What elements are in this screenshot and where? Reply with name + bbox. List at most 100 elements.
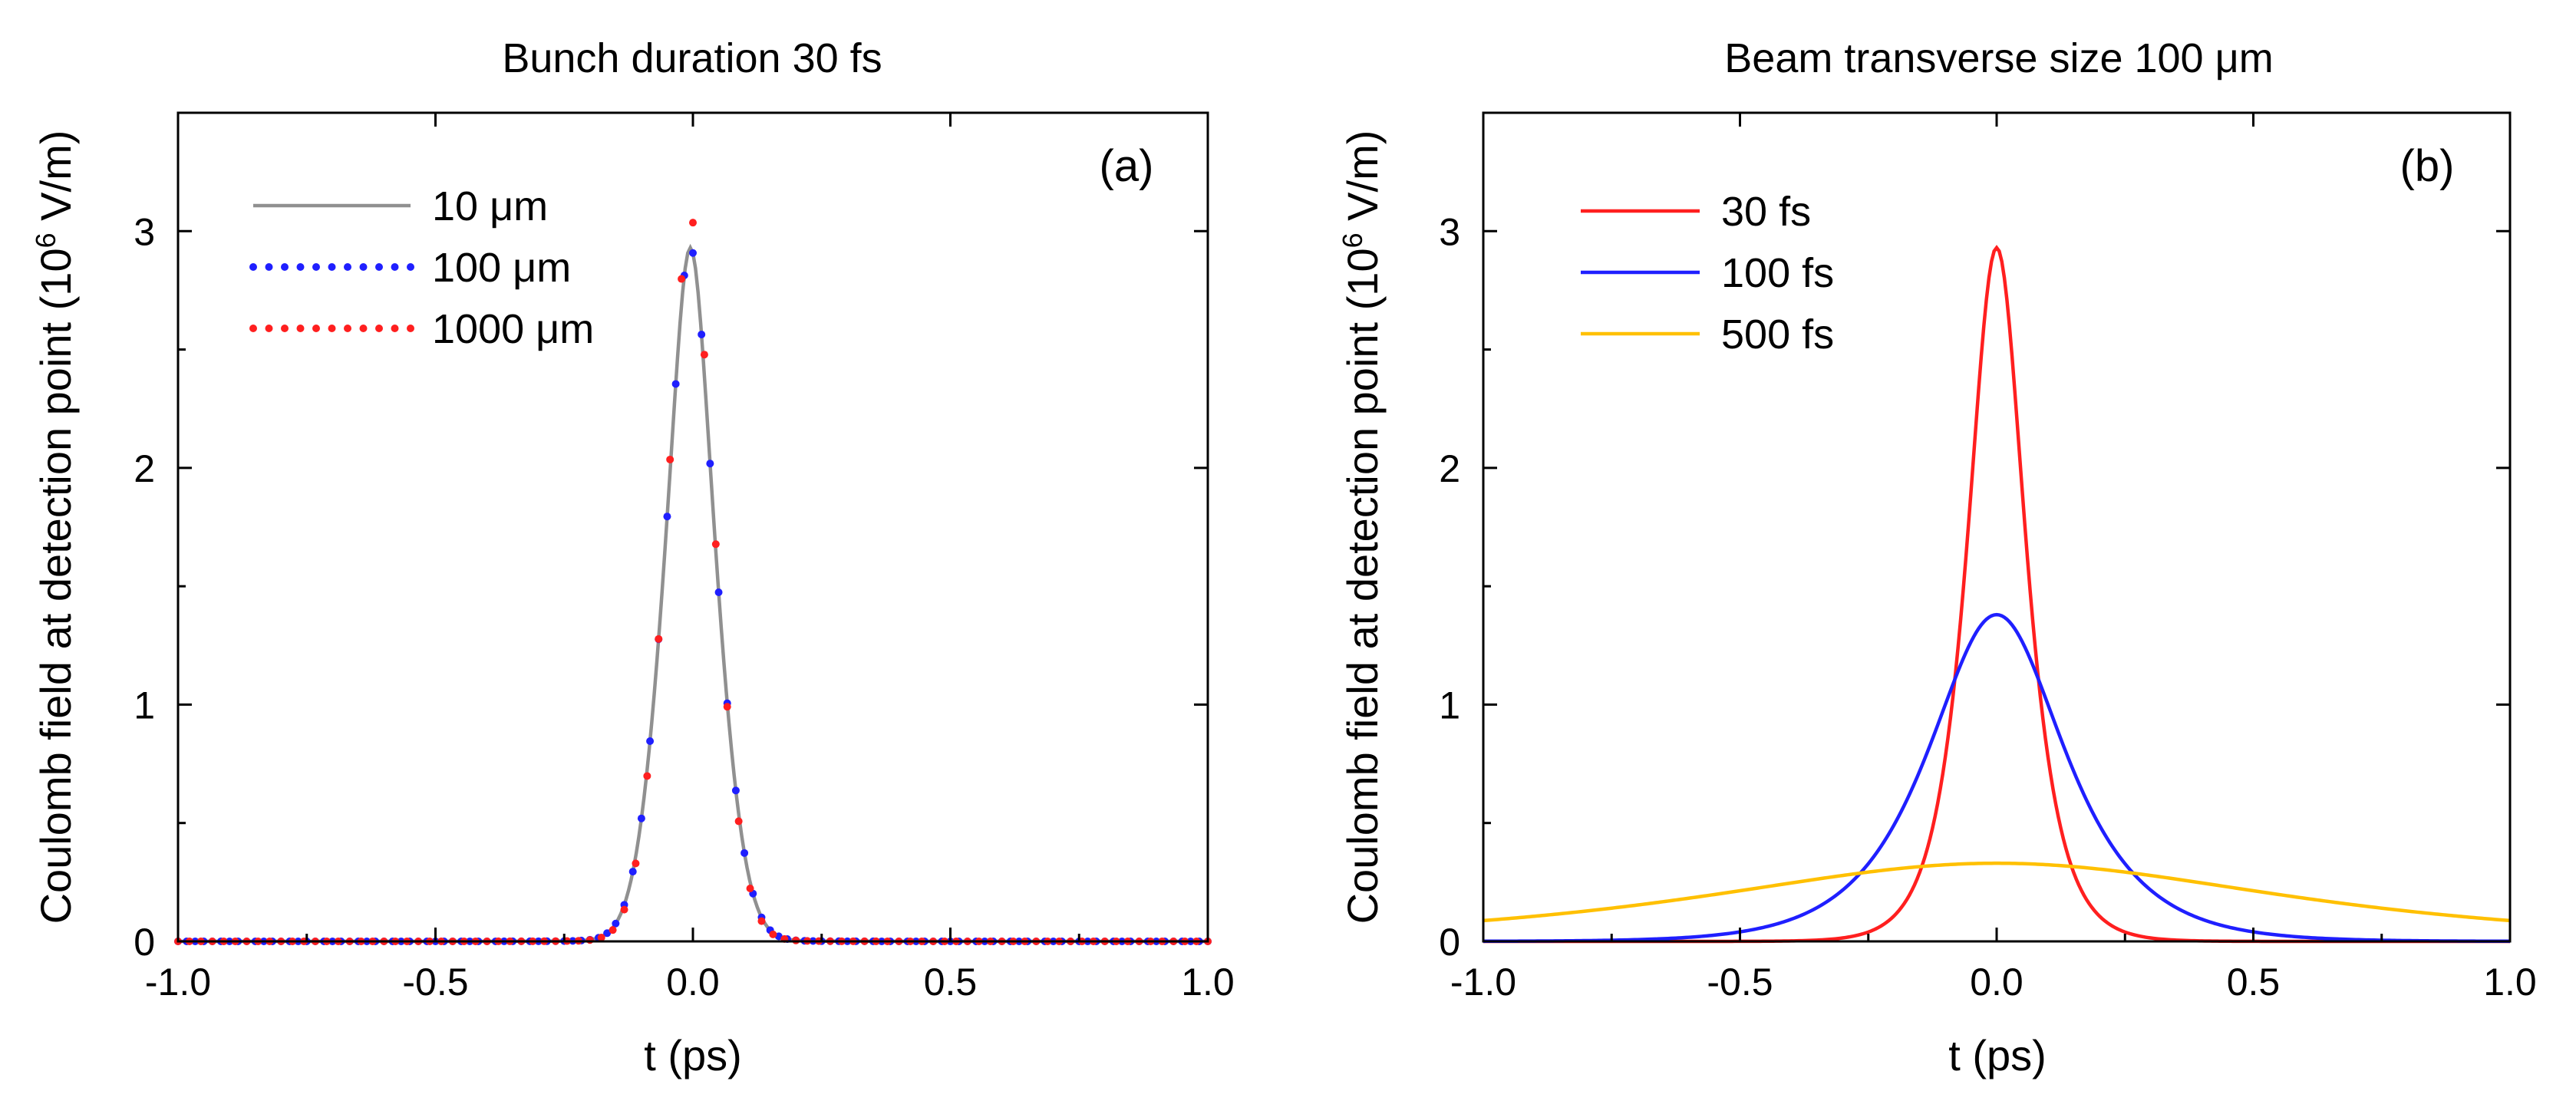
series-point <box>632 859 640 868</box>
series-point <box>746 884 754 892</box>
y-tick-label: 0 <box>134 921 155 964</box>
series-point <box>585 936 594 944</box>
panel-a-xlabel: t (ps) <box>644 1031 742 1079</box>
y-tick-label: 2 <box>134 447 155 490</box>
series-point <box>740 849 749 857</box>
series-point <box>706 460 714 468</box>
series-point <box>734 817 743 826</box>
legend-swatch-dot <box>265 325 273 332</box>
x-tick-label: 0.0 <box>666 961 720 1004</box>
series-point <box>723 703 731 711</box>
series-point <box>603 929 612 938</box>
y-tick-label: 1 <box>1439 684 1460 727</box>
legend-swatch-dot <box>359 325 368 332</box>
panel-b-ylabel-sup: 6 <box>1337 232 1368 248</box>
panel-b-legend: 30 fs 100 fs 500 fs <box>1581 189 1834 358</box>
panel-a-label: (a) <box>1100 141 1154 191</box>
series-point <box>643 772 651 780</box>
x-tick-label: 1.0 <box>2483 961 2537 1004</box>
series-point <box>714 588 723 596</box>
series-line <box>1483 861 2511 923</box>
legend-swatch-dot <box>391 325 399 332</box>
legend-label: 30 fs <box>1721 189 1811 235</box>
series-point <box>700 351 708 359</box>
x-tick-label: 0.5 <box>924 961 978 1004</box>
legend-swatch-dot <box>265 263 273 271</box>
legend-label: 1000 μm <box>432 306 594 352</box>
series-point <box>655 634 663 643</box>
legend-swatch-dot <box>344 325 351 332</box>
legend-swatch-dot <box>344 263 351 271</box>
legend-swatch-dot <box>296 263 305 271</box>
x-tick-label: 0.0 <box>1970 961 2024 1004</box>
panel-a: Bunch duration 30 fs -1.0 -0.5 0.0 0.5 1.0 0 1… <box>30 35 1235 1079</box>
legend-swatch-dot <box>249 263 257 271</box>
panel-b-label: (b) <box>2400 141 2455 191</box>
x-tick-label: -1.0 <box>145 961 211 1004</box>
series-point <box>689 249 697 257</box>
series-line <box>178 243 1208 944</box>
panel-a-legend: 10 μm 100 μm 1000 μm <box>249 183 594 352</box>
legend-swatch-dot <box>312 263 320 271</box>
x-tick-label: -0.5 <box>1707 961 1773 1004</box>
panel-b-ticks: -1.0 -0.5 0.0 0.5 1.0 0 1 2 3 <box>1439 113 2537 1004</box>
y-tick-label: 0 <box>1439 921 1460 964</box>
panel-b-ylabel-tail: V/m) <box>1338 130 1387 233</box>
series-line <box>1483 612 2511 944</box>
series-point <box>731 786 740 795</box>
series-point <box>769 930 777 938</box>
legend-swatch-dot <box>375 263 383 271</box>
panel-b-title-unit: μm <box>2215 35 2274 81</box>
panel-a-axes-frame <box>176 111 1209 943</box>
panel-b-ylabel-main: Coulomb field at detection point (10 <box>1338 248 1387 924</box>
series-point <box>671 380 680 388</box>
x-tick-label: -1.0 <box>1450 961 1516 1004</box>
legend-swatch-dot <box>296 325 305 332</box>
series-line <box>1483 245 2510 944</box>
panel-a-ylabel-main: Coulomb field at detection point (10 <box>31 248 80 924</box>
y-tick-label: 3 <box>134 210 155 253</box>
series-point <box>637 814 645 822</box>
legend-swatch-dot <box>407 325 414 332</box>
legend-swatch-dot <box>249 325 257 332</box>
legend-swatch-dot <box>281 263 289 271</box>
legend-label: 100 μm <box>432 245 571 291</box>
y-tick-label: 1 <box>134 684 155 727</box>
panel-a-ylabel: Coulomb field at detection point (106 V/… <box>30 130 80 924</box>
legend-label: 100 fs <box>1721 250 1834 296</box>
panel-b-ylabel: Coulomb field at detection point (106 V/… <box>1337 130 1387 924</box>
legend-swatch-dot <box>281 325 289 332</box>
series-point <box>609 926 617 934</box>
panel-a-ylabel-sup: 6 <box>30 232 61 248</box>
panel-a-ylabel-tail: V/m) <box>31 130 80 233</box>
panel-a-ticks: -1.0 -0.5 0.0 0.5 1.0 0 1 2 3 <box>134 113 1235 1004</box>
legend-swatch-dot <box>391 263 399 271</box>
x-tick-label: 1.0 <box>1181 961 1235 1004</box>
legend-label: 500 fs <box>1721 311 1834 358</box>
legend-swatch-dot <box>328 325 336 332</box>
series-point <box>620 905 628 914</box>
panel-b-series <box>1483 245 2511 944</box>
series-point <box>628 868 637 876</box>
series-point <box>698 330 706 338</box>
legend-swatch-dot <box>312 325 320 332</box>
panel-a-title: Bunch duration 30 fs <box>502 35 882 81</box>
panel-b-title-main: Beam transverse size 100 <box>1724 35 2215 81</box>
legend-swatch-dot <box>407 263 414 271</box>
x-tick-label: 0.5 <box>2227 961 2281 1004</box>
legend-swatch-dot <box>375 325 383 332</box>
x-tick-label: -0.5 <box>402 961 468 1004</box>
panel-b-xlabel: t (ps) <box>1948 1031 2047 1079</box>
series-point <box>612 919 620 928</box>
panel-b-title: Beam transverse size 100 μm <box>1724 35 2273 81</box>
y-tick-label: 3 <box>1439 210 1460 253</box>
series-point <box>663 513 671 521</box>
series-point <box>646 737 655 745</box>
series-point <box>757 917 766 925</box>
y-tick-label: 2 <box>1439 447 1460 490</box>
series-point <box>597 934 605 942</box>
legend-label: 10 μm <box>432 183 548 229</box>
series-point <box>689 219 697 227</box>
panel-b-axes-frame <box>1482 111 2512 943</box>
